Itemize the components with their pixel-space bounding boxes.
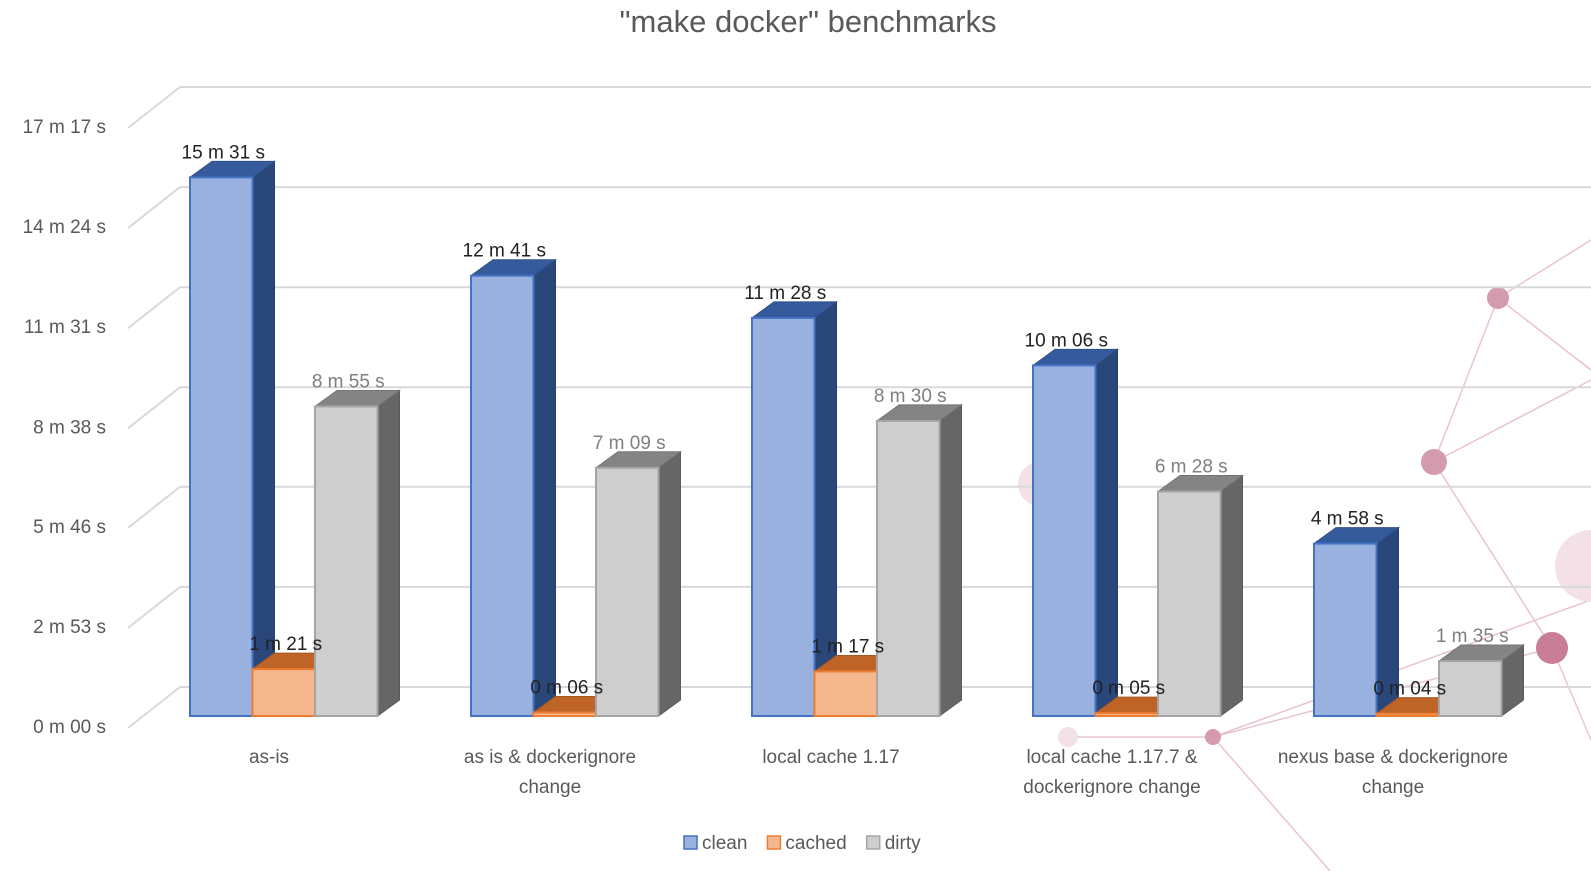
bar-side bbox=[1095, 348, 1118, 717]
bar bbox=[1437, 644, 1526, 717]
bar-side bbox=[252, 160, 275, 717]
data-label: 11 m 28 s bbox=[744, 283, 826, 304]
bar-side bbox=[1220, 474, 1243, 717]
x-tick-label: local cache 1.17.7 & dockerignore change bbox=[1023, 747, 1200, 798]
y-tick-label: 17 m 17 s bbox=[23, 117, 106, 138]
x-tick-label: local cache 1.17 bbox=[762, 747, 899, 768]
bar-front bbox=[813, 670, 878, 718]
bar bbox=[875, 403, 964, 717]
bar bbox=[1312, 526, 1401, 717]
bar-side bbox=[939, 403, 962, 717]
data-label: 1 m 35 s bbox=[1436, 626, 1509, 647]
grid-line bbox=[127, 386, 1591, 430]
x-tick-label: as is & dockerignore change bbox=[464, 747, 636, 798]
bar bbox=[750, 300, 839, 717]
data-label: 15 m 31 s bbox=[182, 142, 265, 163]
data-label: 0 m 06 s bbox=[530, 678, 603, 699]
data-label: 0 m 04 s bbox=[1373, 679, 1446, 700]
bar-front bbox=[1032, 364, 1097, 717]
bar-front bbox=[1313, 542, 1378, 717]
bar-side bbox=[377, 389, 400, 717]
y-tick-label: 5 m 46 s bbox=[33, 517, 106, 538]
grid-line bbox=[127, 186, 1591, 229]
bar bbox=[313, 389, 402, 717]
bar-front bbox=[876, 419, 941, 717]
bar-side bbox=[533, 258, 556, 717]
legend-swatch bbox=[766, 835, 782, 850]
y-tick-label: 0 m 00 s bbox=[33, 717, 106, 738]
legend-label: dirty bbox=[885, 833, 921, 854]
bar-front bbox=[470, 274, 535, 717]
grid-side bbox=[127, 286, 181, 329]
bar-front bbox=[189, 176, 254, 718]
grid-line bbox=[127, 86, 1591, 129]
y-tick-label: 2 m 53 s bbox=[33, 617, 106, 638]
bar bbox=[469, 258, 558, 717]
bar bbox=[1031, 348, 1120, 717]
grid-side bbox=[127, 686, 181, 729]
bar-front bbox=[751, 316, 816, 717]
data-label: 4 m 58 s bbox=[1311, 509, 1384, 530]
data-label: 8 m 55 s bbox=[312, 371, 385, 392]
bar-front bbox=[595, 466, 660, 717]
data-label: 1 m 17 s bbox=[811, 636, 884, 657]
grid-side bbox=[127, 386, 181, 430]
data-label: 7 m 09 s bbox=[593, 433, 666, 454]
data-label: 10 m 06 s bbox=[1025, 330, 1108, 351]
data-label: 6 m 28 s bbox=[1155, 457, 1228, 478]
y-tick-label: 14 m 24 s bbox=[23, 217, 106, 238]
bar-front bbox=[532, 711, 597, 717]
grid-side bbox=[127, 186, 181, 229]
legend-swatch bbox=[683, 835, 698, 850]
legend-label: cached bbox=[785, 833, 846, 854]
legend-swatch bbox=[865, 835, 881, 850]
data-label: 0 m 05 s bbox=[1092, 678, 1165, 699]
x-tick-label: nexus base & dockerignore change bbox=[1278, 747, 1508, 798]
bar-side bbox=[658, 450, 681, 717]
bar-front bbox=[1157, 490, 1222, 717]
grid-side bbox=[127, 486, 181, 529]
bar bbox=[1156, 474, 1245, 717]
bar bbox=[594, 450, 683, 717]
grid-line bbox=[127, 286, 1591, 329]
y-tick-label: 8 m 38 s bbox=[33, 417, 106, 438]
chart-title: "make docker" benchmarks bbox=[620, 4, 997, 39]
bar-front bbox=[1375, 712, 1440, 717]
bar-front bbox=[1438, 660, 1503, 717]
grid-side bbox=[127, 586, 181, 629]
bar-front bbox=[314, 405, 379, 717]
grid-side bbox=[127, 86, 181, 129]
bar-front bbox=[1094, 712, 1159, 718]
y-tick-label: 11 m 31 s bbox=[24, 317, 106, 338]
data-label: 12 m 41 s bbox=[463, 241, 546, 262]
legend-label: clean bbox=[702, 833, 747, 854]
bar bbox=[188, 160, 277, 718]
data-label: 8 m 30 s bbox=[874, 386, 947, 407]
data-label: 1 m 21 s bbox=[249, 634, 322, 655]
x-tick-label: as-is bbox=[249, 747, 289, 768]
bar-front bbox=[251, 668, 316, 717]
